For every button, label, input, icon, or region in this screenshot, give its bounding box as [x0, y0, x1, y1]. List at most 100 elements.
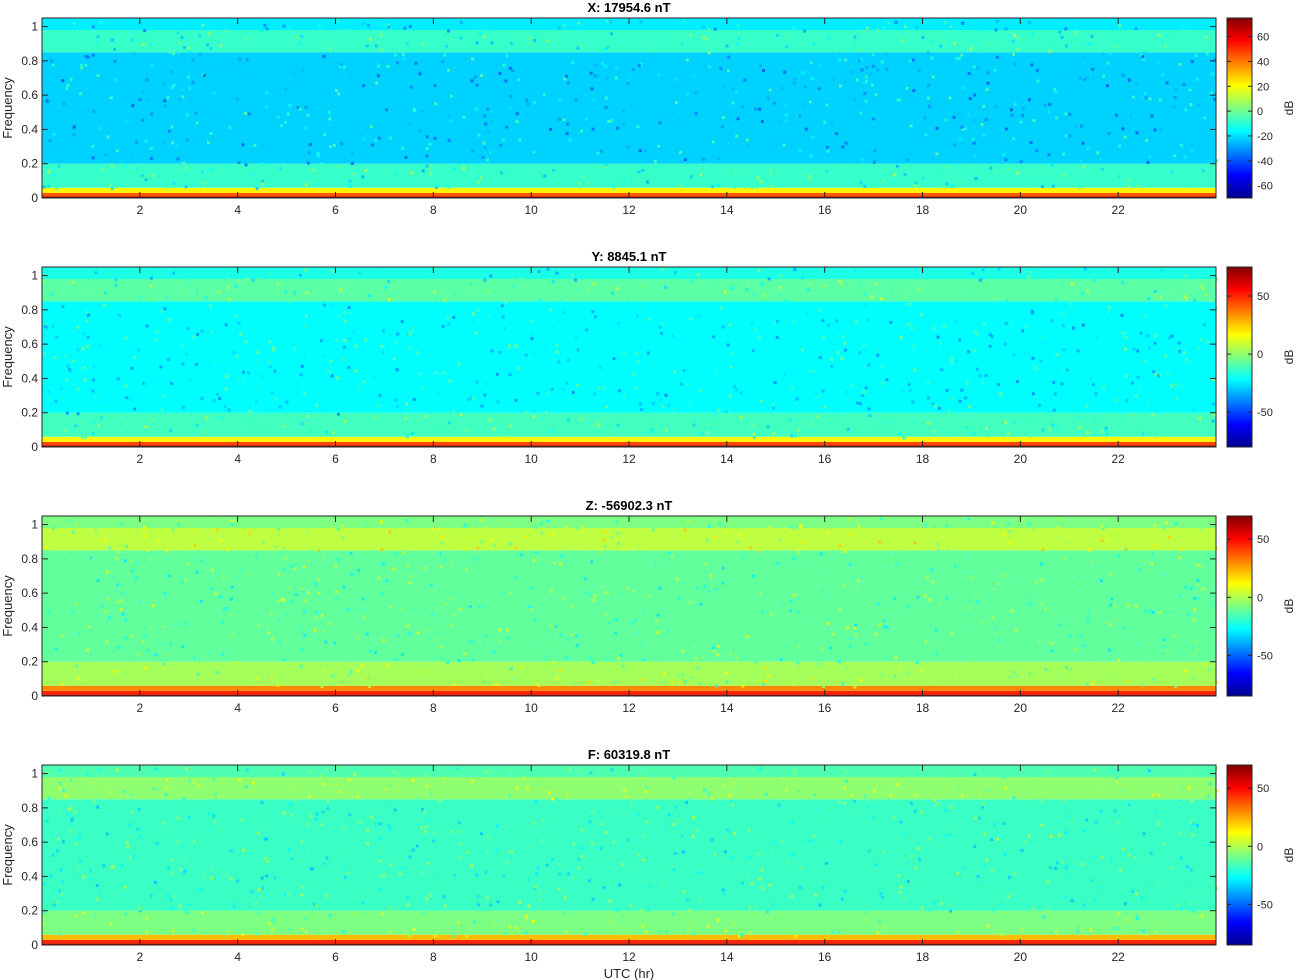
- y-tick-label: 1: [31, 20, 38, 34]
- y-tick-label: 0.4: [21, 869, 38, 883]
- colorbar-tick-label: -50: [1257, 407, 1273, 419]
- y-tick-label: 0: [31, 191, 38, 205]
- colorbar-label: dB: [1282, 101, 1296, 116]
- x-tick-label: 20: [1014, 701, 1028, 715]
- colorbar-tick-label: 50: [1257, 783, 1269, 795]
- y-tick-label: 1: [31, 767, 38, 781]
- x-tick-label: 10: [524, 203, 538, 217]
- spectrogram-panel-2: 2 4 6 8 10 12 14 16 18 20 22 0 0.2 0.4 0.6 0.8 1 Z: -5690…: [0, 498, 1296, 715]
- x-tick-label: 4: [234, 701, 241, 715]
- x-tick-label: 6: [332, 452, 339, 466]
- colorbar-tick-label: 50: [1257, 534, 1269, 546]
- x-tick-label: 14: [720, 203, 734, 217]
- x-tick-label: 10: [524, 452, 538, 466]
- x-tick-label: 16: [818, 452, 832, 466]
- heatmap-band-5: [42, 528, 1216, 551]
- colorbar-gradient: [1226, 515, 1253, 697]
- heatmap-band-3: [42, 163, 1216, 188]
- x-tick-label: 6: [332, 701, 339, 715]
- y-tick-label: 0: [31, 689, 38, 703]
- y-tick-label: 0.8: [21, 303, 38, 317]
- x-tick-label: 12: [622, 950, 636, 964]
- y-tick-label: 0.6: [21, 337, 38, 351]
- x-tick-label: 2: [136, 701, 143, 715]
- colorbar-tick-label: 0: [1257, 592, 1263, 604]
- heatmap-band-4: [42, 799, 1216, 911]
- colorbar-tick-label: 0: [1257, 349, 1263, 361]
- y-tick-label: 0.8: [21, 552, 38, 566]
- y-tick-label: 0.4: [21, 620, 38, 634]
- x-tick-label: 12: [622, 701, 636, 715]
- heatmap-cells: [42, 18, 1216, 198]
- y-axis-label: Frequency: [0, 326, 15, 388]
- heatmap-noise: [42, 18, 1219, 191]
- heatmap-band-2: [42, 934, 1216, 940]
- x-tick-label: 2: [136, 203, 143, 217]
- x-tick-label: 2: [136, 950, 143, 964]
- x-tick-label: 16: [818, 950, 832, 964]
- x-tick-label: 16: [818, 203, 832, 217]
- colorbar-tick-label: -50: [1257, 899, 1273, 911]
- y-tick-label: 0.2: [21, 157, 38, 171]
- x-tick-label: 18: [916, 452, 930, 466]
- colorbar-tick-label: -40: [1257, 156, 1273, 168]
- heatmap-band-3: [42, 661, 1216, 686]
- colorbar-tick-label: -20: [1257, 131, 1273, 143]
- y-tick-label: 0.6: [21, 586, 38, 600]
- x-tick-label: 20: [1014, 203, 1028, 217]
- heatmap-band-2: [42, 436, 1216, 442]
- x-tick-label: 8: [430, 452, 437, 466]
- x-tick-label: 16: [818, 701, 832, 715]
- spectrogram-panel-3: 2 4 6 8 10 12 14 16 18 20 22 0 0.2 0.4 0.6 0.8 1 F: 60319…: [0, 747, 1296, 980]
- colorbar-label: dB: [1282, 599, 1296, 614]
- y-tick-label: 0: [31, 440, 38, 454]
- colorbar-tick-label: 0: [1257, 106, 1263, 118]
- y-tick-label: 0.2: [21, 406, 38, 420]
- heatmap-band-2: [42, 685, 1216, 691]
- colorbar-tick-label: -60: [1257, 181, 1273, 193]
- x-tick-label: 22: [1111, 950, 1125, 964]
- colorbar-gradient: [1226, 266, 1253, 448]
- panel-title: F: 60319.8 nT: [588, 747, 670, 762]
- colorbar-gradient: [1226, 764, 1253, 946]
- x-tick-label: 12: [622, 452, 636, 466]
- heatmap-cells: [42, 765, 1216, 945]
- colorbar: -50 0 50 dB: [1226, 764, 1296, 946]
- heatmap-band-4: [42, 52, 1216, 164]
- y-tick-label: 0.6: [21, 835, 38, 849]
- spectrogram-panel-0: 2 4 6 8 10 12 14 16 18 20 22 0 0.2 0.4 0.6 0.8 1 X: 17954…: [0, 0, 1296, 217]
- x-tick-label: 8: [430, 203, 437, 217]
- y-tick-label: 0.4: [21, 371, 38, 385]
- heatmap-cells: [42, 516, 1216, 696]
- x-tick-label: 10: [524, 950, 538, 964]
- x-tick-label: 4: [234, 203, 241, 217]
- y-axis-label: Frequency: [0, 77, 15, 139]
- x-tick-label: 2: [136, 452, 143, 466]
- x-tick-label: 22: [1111, 203, 1125, 217]
- heatmap-band-3: [42, 910, 1216, 935]
- x-tick-label: 6: [332, 203, 339, 217]
- x-tick-label: 22: [1111, 452, 1125, 466]
- spectrogram-panel-1: 2 4 6 8 10 12 14 16 18 20 22 0 0.2 0.4 0.6 0.8 1 Y: 8845.…: [0, 249, 1296, 466]
- heatmap-noise: [44, 516, 1219, 689]
- y-tick-label: 0.8: [21, 54, 38, 68]
- heatmap-noise: [42, 765, 1219, 938]
- y-tick-label: 0.2: [21, 655, 38, 669]
- x-tick-label: 14: [720, 950, 734, 964]
- y-tick-label: 0.4: [21, 122, 38, 136]
- x-tick-label: 10: [524, 701, 538, 715]
- heatmap-band-2: [42, 187, 1216, 193]
- y-tick-label: 1: [31, 269, 38, 283]
- y-tick-label: 1: [31, 518, 38, 532]
- heatmap-band-5: [42, 279, 1216, 302]
- panel-title: Z: -56902.3 nT: [586, 498, 673, 513]
- colorbar-tick-label: 0: [1257, 841, 1263, 853]
- x-tick-label: 14: [720, 701, 734, 715]
- x-tick-label: 20: [1014, 950, 1028, 964]
- x-tick-label: 6: [332, 950, 339, 964]
- y-axis-label: Frequency: [0, 824, 15, 886]
- colorbar: -50 0 50 dB: [1226, 515, 1296, 697]
- colorbar: -50 0 50 dB: [1226, 266, 1296, 448]
- colorbar-tick-label: -50: [1257, 650, 1273, 662]
- x-tick-label: 20: [1014, 452, 1028, 466]
